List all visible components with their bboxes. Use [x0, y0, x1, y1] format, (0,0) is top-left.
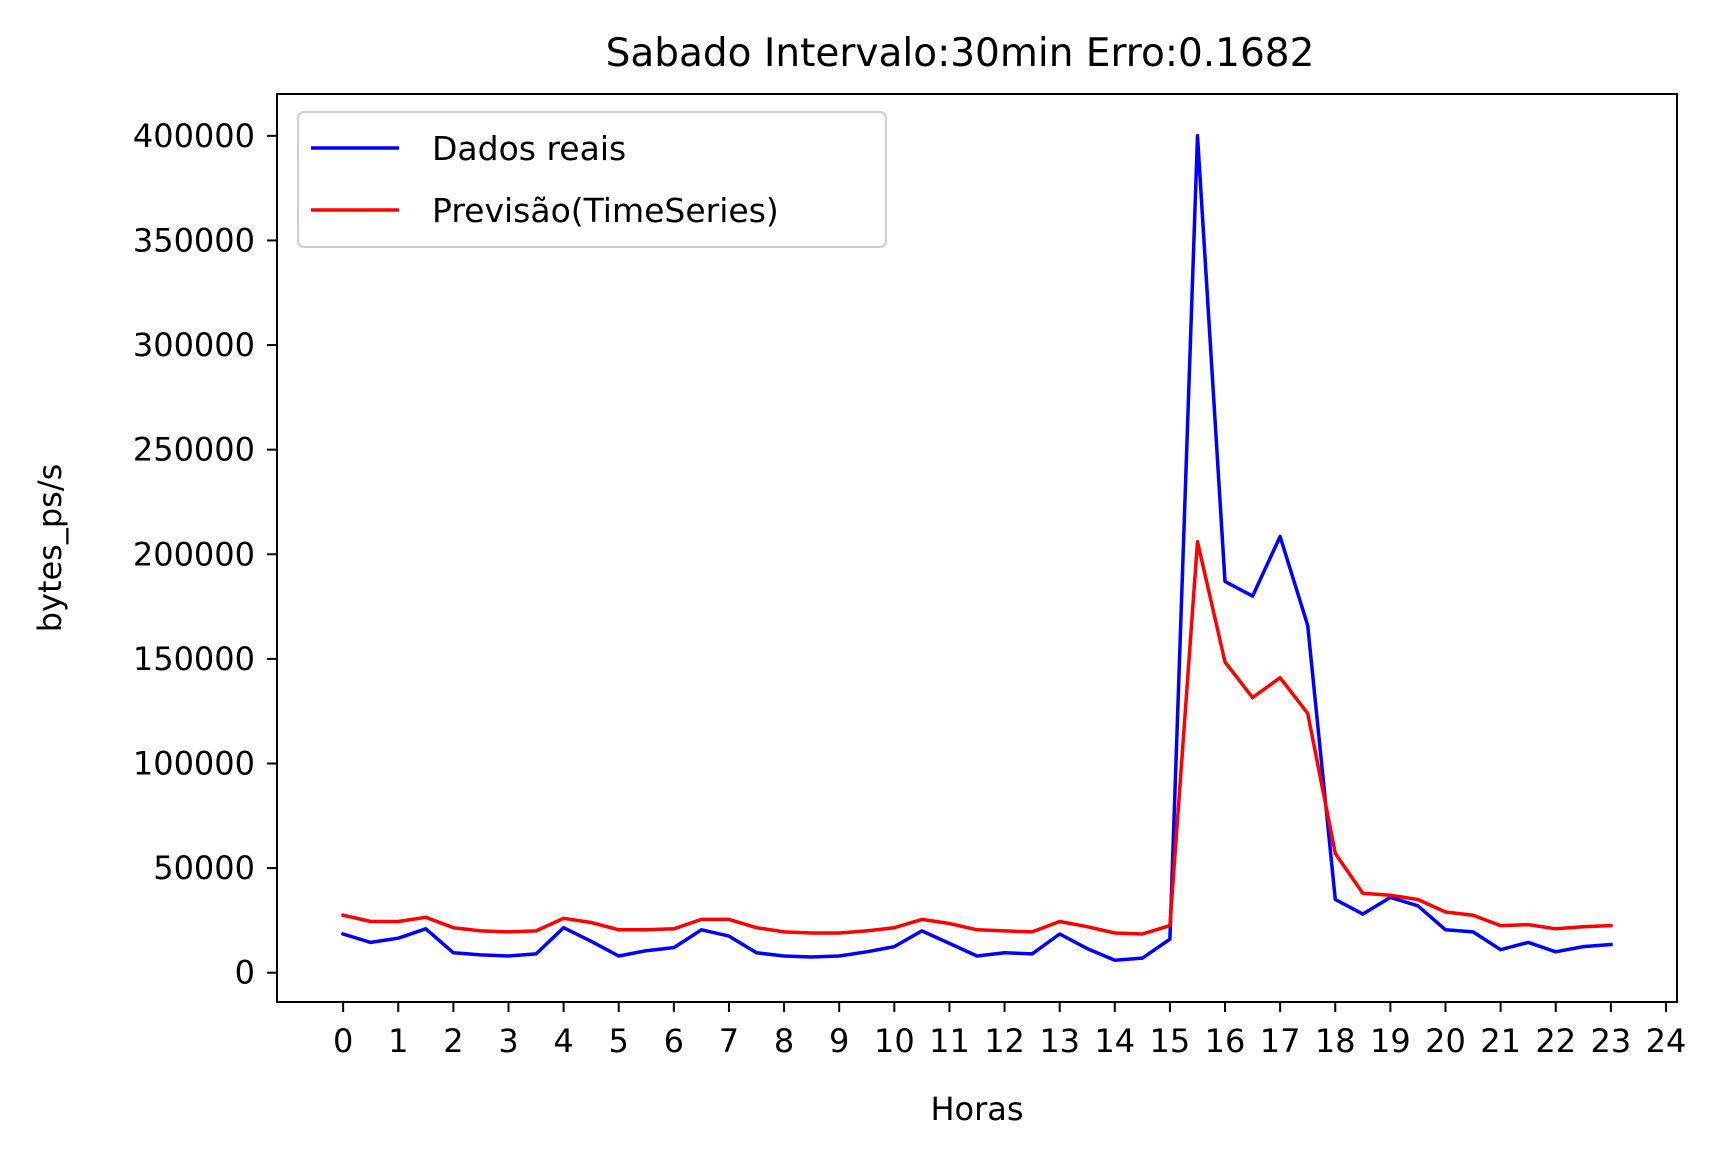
- x-tick-label: 17: [1260, 1022, 1301, 1060]
- legend-label-dados-reais: Dados reais: [432, 129, 626, 168]
- x-tick-label: 12: [984, 1022, 1025, 1060]
- x-tick-label: 5: [609, 1022, 629, 1060]
- y-tick-label: 150000: [133, 640, 255, 678]
- legend: Dados reais Previsão(TimeSeries): [297, 111, 887, 248]
- x-tick-label: 3: [498, 1022, 518, 1060]
- x-tick-label: 8: [774, 1022, 794, 1060]
- legend-label-previsao: Previsão(TimeSeries): [432, 191, 779, 230]
- y-tick-label: 400000: [133, 117, 255, 155]
- x-tick-label: 21: [1480, 1022, 1521, 1060]
- series-line-dados-reais: [340, 134, 1613, 962]
- x-tick-label: 1: [388, 1022, 408, 1060]
- chart-title: Sabado Intervalo:30min Erro:0.1682: [606, 31, 1315, 76]
- x-tick-label: 15: [1150, 1022, 1191, 1060]
- x-tick-label: 19: [1370, 1022, 1411, 1060]
- plot-frame: [276, 93, 1678, 1003]
- x-tick-label: 16: [1205, 1022, 1246, 1060]
- x-tick-label: 22: [1535, 1022, 1576, 1060]
- x-tick-label: 14: [1094, 1022, 1135, 1060]
- x-tick-label: 23: [1590, 1022, 1631, 1060]
- y-tick-label: 50000: [153, 849, 255, 887]
- x-tick-label: 24: [1646, 1022, 1687, 1060]
- y-tick-label: 200000: [133, 535, 255, 573]
- x-axis-ticks: 0 1 2 3 4 5 6 7 8 9 10 11 12 13 14 15 16 17 18 19 20 21 22 23 24: [333, 1002, 1686, 1060]
- y-axis-label: bytes_ps/s: [31, 464, 69, 633]
- x-tick-label: 6: [664, 1022, 684, 1060]
- series-line-previsao: [341, 539, 1613, 936]
- x-tick-label: 20: [1425, 1022, 1466, 1060]
- plot-series: [340, 134, 1613, 962]
- x-tick-label: 4: [553, 1022, 573, 1060]
- y-axis-ticks: 0 50000 100000 150000 200000 250000 300000 3500…: [133, 117, 277, 992]
- y-tick-label: 250000: [133, 431, 255, 469]
- x-tick-label: 10: [874, 1022, 915, 1060]
- x-tick-label: 18: [1315, 1022, 1356, 1060]
- x-axis-label: Horas: [930, 1090, 1023, 1128]
- y-tick-label: 350000: [133, 221, 255, 259]
- y-tick-label: 300000: [133, 326, 255, 364]
- x-tick-label: 7: [719, 1022, 739, 1060]
- y-tick-label: 0: [235, 954, 255, 992]
- legend-box: [297, 111, 887, 248]
- x-tick-label: 9: [829, 1022, 849, 1060]
- x-tick-label: 2: [443, 1022, 463, 1060]
- y-tick-label: 100000: [133, 744, 255, 782]
- x-tick-label: 13: [1039, 1022, 1080, 1060]
- x-tick-label: 0: [333, 1022, 353, 1060]
- x-tick-label: 11: [929, 1022, 970, 1060]
